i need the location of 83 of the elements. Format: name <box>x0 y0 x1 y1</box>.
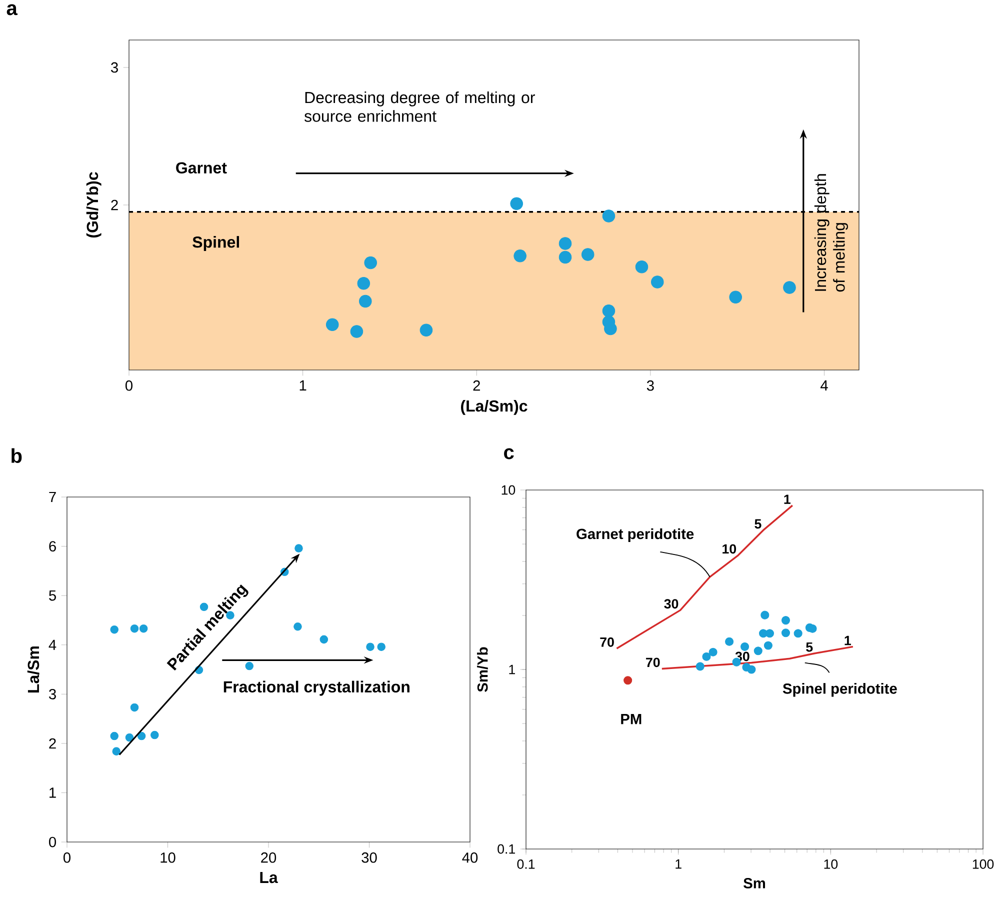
y-tick-label: 2 <box>49 738 56 749</box>
point <box>112 747 121 756</box>
point <box>364 256 377 270</box>
y-tick-label: 3 <box>49 688 56 700</box>
point <box>320 635 328 644</box>
chart-title: a <box>6 4 18 16</box>
annotation: 5 <box>806 642 813 652</box>
point <box>294 622 302 631</box>
point <box>357 276 370 290</box>
point <box>558 237 572 250</box>
point <box>420 324 433 337</box>
y-tick-label: 1 <box>509 664 515 674</box>
y-axis-title: La/Sm <box>27 646 40 692</box>
y-tick-label: 6 <box>49 541 56 552</box>
x-tick-label: 0 <box>125 380 132 391</box>
point <box>558 250 572 264</box>
x-tick-label: 4 <box>820 380 828 390</box>
x-axis-title: (La/Sm)c <box>461 400 528 415</box>
point <box>137 732 146 740</box>
annotation: Increasing depth of melting <box>814 174 848 292</box>
point <box>510 197 523 210</box>
point <box>366 642 374 651</box>
annotation: 70 <box>646 658 660 668</box>
y-axis-title: (Gd/Yb)c <box>86 172 102 238</box>
point <box>245 662 254 670</box>
point <box>125 733 134 742</box>
x-axis-title: La <box>260 872 278 884</box>
annotation: Garnet <box>176 162 227 174</box>
annotation: 5 <box>754 519 762 529</box>
point <box>783 281 796 294</box>
point <box>139 624 148 633</box>
x-tick-label: 1 <box>300 380 306 390</box>
y-axis-title: Sm/Yb <box>476 647 488 692</box>
point <box>650 276 664 288</box>
point <box>377 642 386 651</box>
point <box>581 248 594 261</box>
point <box>110 625 118 634</box>
point <box>294 544 303 552</box>
point <box>110 732 118 740</box>
point <box>150 730 159 740</box>
y-tick-label: 5 <box>49 590 56 601</box>
x-tick-label: 30 <box>362 852 377 863</box>
point <box>514 249 526 262</box>
point <box>602 210 616 222</box>
y-tick-label: 7 <box>49 492 56 502</box>
y-tick-label: 0.1 <box>498 844 515 854</box>
point <box>604 322 617 336</box>
annotation: Decreasing degree of melting or source enrichment <box>304 91 535 122</box>
point <box>130 703 139 712</box>
y-tick-label: 4 <box>48 640 56 650</box>
annotation: Fractional crystallization <box>224 680 410 696</box>
text: PM <box>621 714 642 724</box>
text: Garnet peridotite <box>576 528 694 542</box>
annotation: 10 <box>722 544 736 554</box>
series-label: Spinel peridotite <box>782 683 897 697</box>
x-tick-label: 1 <box>676 859 682 869</box>
chart-title: c <box>504 448 514 460</box>
annotation: 30 <box>664 599 678 609</box>
point <box>602 304 616 318</box>
x-tick-label: 40 <box>462 852 478 863</box>
x-tick-label: 10 <box>160 852 176 863</box>
chart-title: b <box>12 448 22 463</box>
point <box>326 318 339 332</box>
point <box>635 260 648 274</box>
point <box>358 294 372 308</box>
x-tick-label: 0.1 <box>517 859 535 869</box>
x-tick-label: 100 <box>972 859 994 869</box>
annotation: 1 <box>844 636 851 646</box>
band-label: Spinel <box>192 236 239 251</box>
annotation: 1 <box>784 494 790 504</box>
x-tick-label: 3 <box>646 380 654 391</box>
point <box>729 290 742 304</box>
point <box>130 624 139 633</box>
x-tick-label: 2 <box>473 380 480 391</box>
y-tick-label: 1 <box>50 788 56 798</box>
point <box>350 325 364 338</box>
x-tick-label: 20 <box>261 852 276 863</box>
x-tick-label: 0 <box>63 852 70 863</box>
annotation: 70 <box>600 637 614 647</box>
y-tick-label: 10 <box>502 485 516 495</box>
y-tick-label: 0 <box>49 836 56 848</box>
x-axis-title: Sm <box>744 878 766 888</box>
x-tick-label: 10 <box>824 859 838 869</box>
